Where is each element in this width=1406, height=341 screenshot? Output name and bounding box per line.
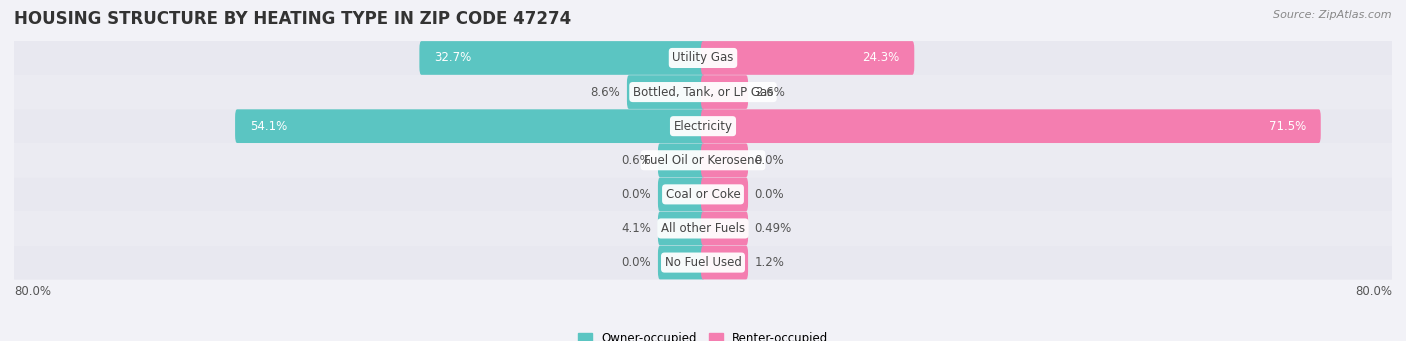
Text: Coal or Coke: Coal or Coke bbox=[665, 188, 741, 201]
Text: Fuel Oil or Kerosene: Fuel Oil or Kerosene bbox=[644, 154, 762, 167]
FancyBboxPatch shape bbox=[14, 143, 1392, 177]
FancyBboxPatch shape bbox=[14, 109, 1392, 143]
Text: 0.6%: 0.6% bbox=[621, 154, 651, 167]
Text: 54.1%: 54.1% bbox=[250, 120, 287, 133]
FancyBboxPatch shape bbox=[702, 41, 914, 75]
Legend: Owner-occupied, Renter-occupied: Owner-occupied, Renter-occupied bbox=[572, 328, 834, 341]
FancyBboxPatch shape bbox=[14, 177, 1392, 211]
FancyBboxPatch shape bbox=[702, 75, 748, 109]
FancyBboxPatch shape bbox=[702, 144, 748, 177]
FancyBboxPatch shape bbox=[702, 212, 748, 245]
Text: 0.0%: 0.0% bbox=[755, 188, 785, 201]
Text: 32.7%: 32.7% bbox=[434, 51, 471, 64]
FancyBboxPatch shape bbox=[702, 246, 748, 279]
Text: HOUSING STRUCTURE BY HEATING TYPE IN ZIP CODE 47274: HOUSING STRUCTURE BY HEATING TYPE IN ZIP… bbox=[14, 10, 571, 28]
FancyBboxPatch shape bbox=[658, 246, 704, 279]
FancyBboxPatch shape bbox=[658, 144, 704, 177]
Text: Source: ZipAtlas.com: Source: ZipAtlas.com bbox=[1274, 10, 1392, 20]
FancyBboxPatch shape bbox=[658, 178, 704, 211]
Text: Bottled, Tank, or LP Gas: Bottled, Tank, or LP Gas bbox=[633, 86, 773, 99]
Text: 71.5%: 71.5% bbox=[1268, 120, 1306, 133]
FancyBboxPatch shape bbox=[419, 41, 704, 75]
FancyBboxPatch shape bbox=[658, 212, 704, 245]
Text: Utility Gas: Utility Gas bbox=[672, 51, 734, 64]
FancyBboxPatch shape bbox=[14, 41, 1392, 75]
Text: 2.6%: 2.6% bbox=[755, 86, 785, 99]
Text: 8.6%: 8.6% bbox=[591, 86, 620, 99]
Text: 0.0%: 0.0% bbox=[621, 188, 651, 201]
Text: All other Fuels: All other Fuels bbox=[661, 222, 745, 235]
FancyBboxPatch shape bbox=[702, 109, 1320, 143]
Text: 80.0%: 80.0% bbox=[14, 285, 51, 298]
Text: 0.49%: 0.49% bbox=[755, 222, 792, 235]
Text: 0.0%: 0.0% bbox=[621, 256, 651, 269]
Text: No Fuel Used: No Fuel Used bbox=[665, 256, 741, 269]
FancyBboxPatch shape bbox=[235, 109, 704, 143]
Text: 24.3%: 24.3% bbox=[862, 51, 900, 64]
FancyBboxPatch shape bbox=[14, 246, 1392, 280]
Text: Electricity: Electricity bbox=[673, 120, 733, 133]
FancyBboxPatch shape bbox=[702, 178, 748, 211]
Text: 4.1%: 4.1% bbox=[621, 222, 651, 235]
FancyBboxPatch shape bbox=[627, 75, 704, 109]
Text: 1.2%: 1.2% bbox=[755, 256, 785, 269]
FancyBboxPatch shape bbox=[14, 211, 1392, 246]
Text: 0.0%: 0.0% bbox=[755, 154, 785, 167]
FancyBboxPatch shape bbox=[14, 75, 1392, 109]
Text: 80.0%: 80.0% bbox=[1355, 285, 1392, 298]
